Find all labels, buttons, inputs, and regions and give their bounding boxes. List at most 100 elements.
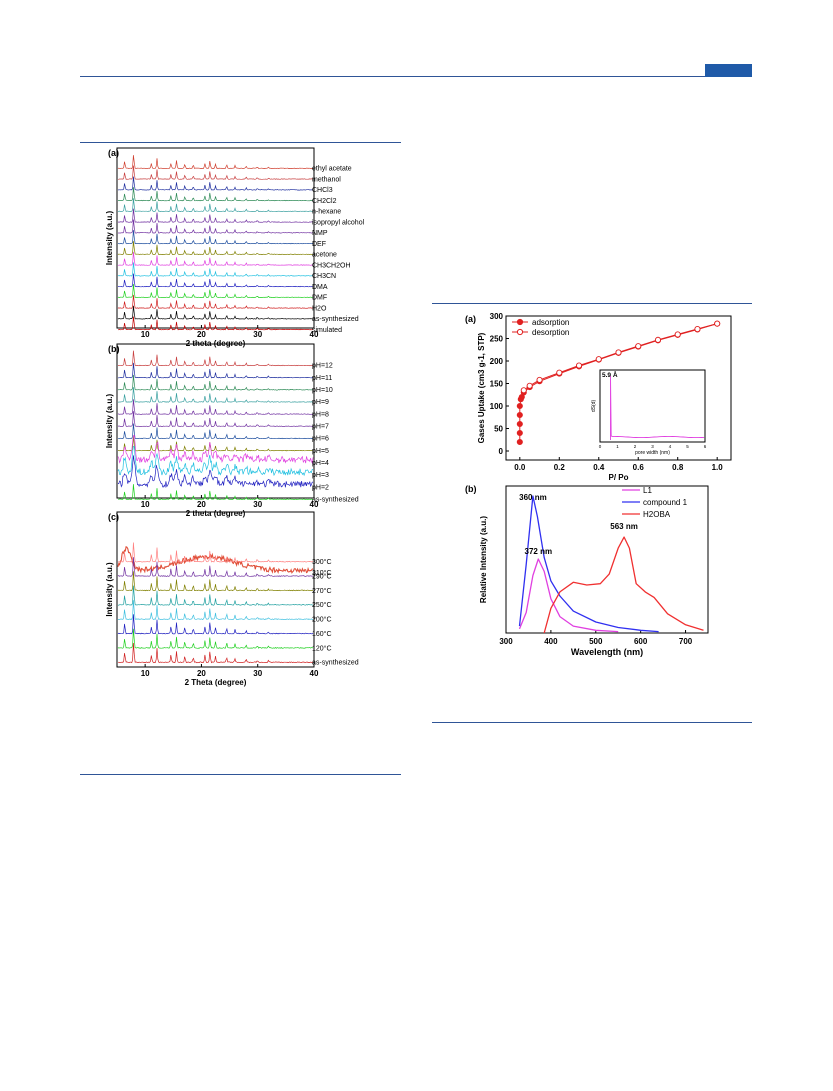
xrd-a-trace-label: DMF bbox=[312, 295, 327, 302]
xrd-b-xtick-label: 20 bbox=[197, 500, 206, 509]
iso-desorption-point bbox=[556, 369, 563, 376]
pl-xtick-label: 300 bbox=[499, 637, 513, 646]
xrd-b-xlabel: 2 theta (degree) bbox=[186, 509, 246, 518]
pl-legend-label: compound 1 bbox=[643, 498, 688, 507]
xrd-a-trace bbox=[117, 198, 314, 213]
iso-ytick-label: 250 bbox=[490, 335, 504, 344]
iso-legend-label: adsorption bbox=[532, 318, 569, 327]
xrd-c-trace bbox=[117, 642, 314, 664]
iso-legend-marker bbox=[516, 328, 524, 336]
pl-series-line bbox=[518, 495, 659, 633]
xrd-b-trace bbox=[117, 445, 314, 477]
iso-legend-marker bbox=[516, 318, 524, 326]
xrd-a-trace-label: as-synthesized bbox=[312, 316, 359, 323]
xrd-c-trace bbox=[117, 557, 314, 577]
xrd-a-trace bbox=[117, 230, 314, 245]
header-rule bbox=[80, 76, 752, 77]
xrd-a-trace bbox=[117, 316, 313, 331]
xrd-c-trace-label: 270°C bbox=[312, 587, 332, 595]
xrd-a-ylabel: Intensity (a.u.) bbox=[105, 211, 114, 266]
iso-adsorption-point bbox=[516, 438, 523, 446]
xrd-b-ylabel: Intensity (a.u.) bbox=[105, 394, 114, 449]
xrd-c-panel-label: (c) bbox=[108, 512, 119, 522]
xrd-b-trace-label: pH=10 bbox=[312, 387, 333, 394]
iso-xtick-label: 1.0 bbox=[712, 463, 724, 472]
iso-desorption-point bbox=[714, 320, 721, 327]
xrd-b-trace bbox=[117, 411, 314, 427]
xrd-b-frame bbox=[116, 343, 315, 499]
xrd-b-trace bbox=[117, 374, 314, 391]
iso-desorption-point bbox=[595, 356, 602, 363]
iso-desorption-point bbox=[520, 387, 527, 394]
pl-xtick-label: 500 bbox=[589, 637, 603, 646]
xrd-c-frame bbox=[116, 511, 315, 668]
iso-legend-label: desorption bbox=[532, 328, 569, 337]
xrd-b-trace-label: pH=12 bbox=[312, 363, 333, 370]
xrd-a-frame bbox=[116, 147, 315, 329]
xrd-b-trace bbox=[118, 423, 314, 440]
xrd-a-trace bbox=[117, 187, 314, 202]
xrd-c-trace bbox=[117, 628, 314, 649]
xrd-b-trace bbox=[117, 399, 314, 415]
xrd-a-trace bbox=[117, 273, 314, 288]
xrd-b-trace bbox=[117, 434, 314, 465]
xrd-b-trace-label: pH=9 bbox=[312, 399, 329, 406]
xrd-a-trace bbox=[117, 294, 313, 309]
xrd-a-trace bbox=[117, 262, 313, 277]
figure-right-bottom-rule bbox=[432, 722, 752, 723]
xrd-c-xtick-label: 10 bbox=[141, 669, 150, 678]
xrd-c-trace-label: 120°C bbox=[312, 644, 332, 652]
xrd-a-trace-label: isopropyl alcohol bbox=[312, 219, 365, 226]
xrd-c-trace bbox=[117, 614, 314, 635]
xrd-b-trace-label: pH=4 bbox=[312, 460, 329, 467]
pl-frame bbox=[505, 485, 709, 634]
xrd-b-trace bbox=[117, 484, 314, 501]
xrd-c-xtick-label: 30 bbox=[253, 669, 262, 678]
iso-frame bbox=[505, 315, 732, 461]
xrd-c-xtick-label: 20 bbox=[197, 669, 206, 678]
xrd-a-trace bbox=[117, 165, 313, 180]
xrd-b-trace-label: pH=11 bbox=[312, 375, 332, 382]
xrd-a-trace-label: CHCl3 bbox=[312, 187, 333, 194]
xrd-a-trace-label: CH3CN bbox=[312, 273, 336, 280]
iso-desorption-point bbox=[674, 331, 681, 338]
iso-adsorption-point bbox=[516, 411, 523, 419]
iso-inset-xtick-label: 2 bbox=[634, 444, 637, 449]
pl-xtick-label: 700 bbox=[679, 637, 693, 646]
xrd-a-panel-label: (a) bbox=[108, 148, 119, 158]
xrd-c-trace-label: 250°C bbox=[312, 601, 332, 609]
pl-annotation: 372 nm bbox=[525, 547, 553, 556]
xrd-a-trace-label: simulated bbox=[312, 327, 342, 334]
iso-xtick-label: 0.8 bbox=[672, 463, 684, 472]
xrd-b-trace-label: pH=7 bbox=[312, 424, 329, 431]
xrd-a-trace-label: DMA bbox=[312, 284, 328, 291]
iso-xlabel: P/ Po bbox=[608, 473, 628, 482]
iso-desorption-point bbox=[654, 336, 662, 343]
iso-inset-xlabel: pore width (nm) bbox=[635, 450, 670, 456]
xrd-c-ylabel: Intensity (a.u.) bbox=[105, 562, 114, 617]
iso-xtick-label: 0.0 bbox=[514, 463, 526, 472]
xrd-b-trace bbox=[117, 455, 314, 489]
xrd-a-trace-label: H2O bbox=[312, 305, 327, 312]
iso-desorption-point bbox=[635, 343, 642, 350]
iso-adsorption-point bbox=[516, 402, 523, 410]
iso-adsorption-point bbox=[516, 420, 523, 428]
xrd-a-trace bbox=[117, 241, 313, 256]
xrd-b-xtick-label: 40 bbox=[310, 500, 319, 509]
iso-inset-xtick-label: 3 bbox=[651, 444, 654, 449]
xrd-b-trace bbox=[117, 350, 313, 367]
xrd-a-trace bbox=[117, 208, 313, 223]
xrd-a-xtick-label: 20 bbox=[197, 330, 206, 339]
xrd-c-trace bbox=[117, 585, 314, 606]
xrd-a-trace-label: DEF bbox=[312, 241, 326, 248]
iso-inset-xtick-label: 4 bbox=[669, 444, 672, 449]
xrd-b-trace-label: pH=3 bbox=[312, 472, 329, 479]
xrd-c-trace-label: 310°C bbox=[312, 569, 332, 577]
xrd-a-trace-label: NMP bbox=[312, 230, 328, 237]
xrd-c-trace bbox=[117, 542, 314, 563]
xrd-c-trace-label: 200°C bbox=[312, 616, 332, 624]
xrd-c-trace-label: 160°C bbox=[312, 630, 332, 638]
iso-inset-xtick-label: 1 bbox=[616, 444, 619, 449]
xrd-a-trace bbox=[118, 219, 314, 234]
pl-panel-label: (b) bbox=[465, 484, 477, 494]
